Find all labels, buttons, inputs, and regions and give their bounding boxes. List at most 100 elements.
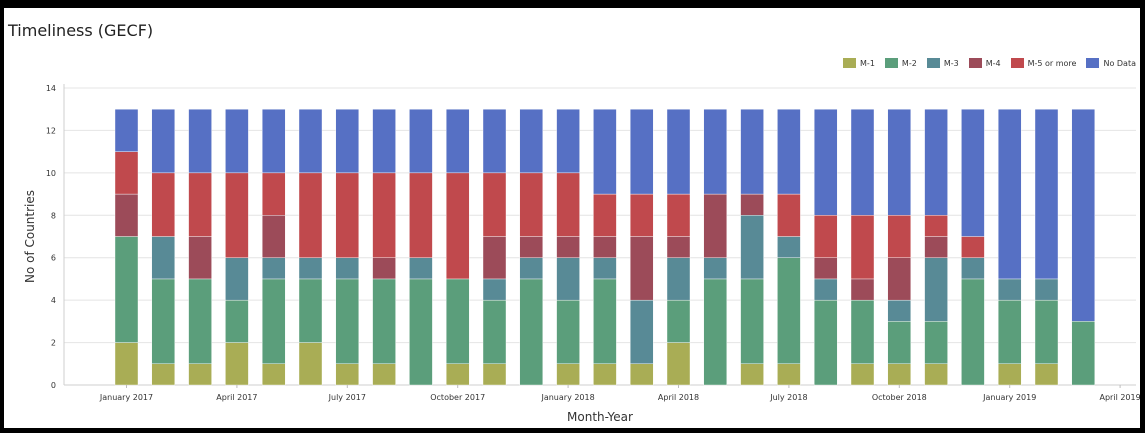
bar-segment [225, 109, 249, 174]
bar-segment [262, 172, 286, 216]
bar-segment [593, 257, 617, 280]
bar-segment [924, 257, 948, 322]
bar-segment [593, 109, 617, 195]
bar-segment [519, 109, 543, 174]
bar-segment [188, 278, 212, 364]
bar-segment [740, 109, 764, 195]
bar-segment [409, 109, 433, 174]
bar-segment [482, 363, 507, 386]
bar-segment [666, 109, 691, 195]
bar-segment [409, 257, 433, 280]
bar-segment [924, 363, 948, 386]
bar-segment [556, 109, 580, 174]
bar-segment [740, 193, 764, 216]
bar-segment [961, 257, 985, 280]
bar-segment [188, 172, 212, 237]
legend-item: No Data [1086, 58, 1136, 68]
bar-segment [298, 342, 323, 386]
bar-segment [372, 278, 396, 364]
y-tick-label: 0 [51, 381, 56, 390]
bar-segment [114, 236, 139, 343]
bar-segment [335, 257, 359, 280]
bar-segment [298, 172, 323, 258]
x-tick-label: January 2019 [982, 393, 1036, 402]
bar-segment [262, 257, 286, 280]
bar-segment [1071, 109, 1096, 322]
bar-segment [593, 363, 617, 386]
legend-swatch [884, 58, 898, 68]
bar-segment [519, 236, 543, 258]
bar-segment [262, 363, 286, 386]
legend-swatch [1010, 58, 1024, 68]
bar-segment [225, 257, 249, 301]
bar-segment [850, 299, 875, 364]
bar-segment [998, 109, 1022, 280]
x-tick-label: January 2017 [99, 393, 153, 402]
bar-segment [556, 363, 580, 386]
bar-segment [335, 172, 359, 258]
bar-segment [262, 215, 286, 258]
legend-swatch [1086, 58, 1100, 68]
chart-legend: M-1 M-2 M-3 M-4 M-5 or more No Data [843, 58, 1136, 68]
legend-swatch [968, 58, 982, 68]
bar-segment [482, 299, 507, 364]
bar-segment [630, 109, 654, 195]
bar-segment [887, 257, 911, 301]
bar-segment [519, 257, 543, 280]
bar-segment [482, 109, 507, 174]
bar-segment [482, 172, 507, 237]
y-tick-label: 12 [46, 126, 56, 135]
bar-segment [335, 363, 359, 386]
bar-segment [887, 321, 911, 364]
bar-segment [556, 172, 580, 237]
bar-segment [298, 109, 323, 174]
bar-segment [446, 172, 470, 280]
bar-segment [740, 215, 764, 280]
bar-segment [777, 193, 801, 237]
bar-segment [409, 172, 433, 258]
bar-segment [446, 363, 470, 386]
bar-segment [666, 342, 691, 386]
bar-segment [188, 236, 212, 280]
legend-label: M-5 or more [1027, 58, 1077, 68]
legend-swatch [926, 58, 940, 68]
bar-segment [998, 363, 1022, 386]
bar-segment [188, 363, 212, 386]
bar-segment [556, 299, 580, 364]
x-tick-label: January 2018 [540, 393, 594, 402]
bar-segment [850, 363, 875, 386]
legend-swatch [843, 58, 857, 68]
bar-segment [814, 257, 838, 280]
legend-item: M-4 [968, 58, 1001, 68]
y-tick-label: 14 [46, 84, 56, 93]
bar-segment [593, 193, 617, 237]
bar-segment [1034, 278, 1059, 301]
x-tick-label: April 2018 [658, 393, 699, 402]
bar-segment [151, 278, 176, 364]
bar-segment [225, 342, 249, 386]
bar-segment [114, 342, 139, 386]
bar-segment [114, 109, 139, 152]
bar-segment [814, 215, 838, 258]
bar-segment [151, 363, 176, 386]
bar-segment [630, 236, 654, 301]
bar-segment [703, 257, 727, 280]
bar-segment [372, 363, 396, 386]
bar-segment [335, 278, 359, 364]
bar-segment [188, 109, 212, 174]
bar-segment [777, 236, 801, 258]
y-tick-label: 6 [51, 254, 56, 263]
bar-segment [777, 363, 801, 386]
chart-panel: Timeliness (GECF) M-1 M-2 M-3 M-4 M-5 or mor… [4, 8, 1140, 428]
bar-segment [850, 278, 875, 301]
bar-segment [114, 193, 139, 237]
x-axis-title: Month-Year [567, 410, 633, 424]
legend-label: M-1 [860, 58, 875, 68]
legend-item: M-3 [926, 58, 959, 68]
x-tick-label: October 2018 [872, 393, 927, 402]
x-tick-label: April 2019 [1100, 393, 1140, 402]
x-tick-label: April 2017 [216, 393, 257, 402]
bar-segment [740, 363, 764, 386]
y-tick-label: 8 [51, 211, 56, 220]
legend-label: No Data [1103, 58, 1136, 68]
